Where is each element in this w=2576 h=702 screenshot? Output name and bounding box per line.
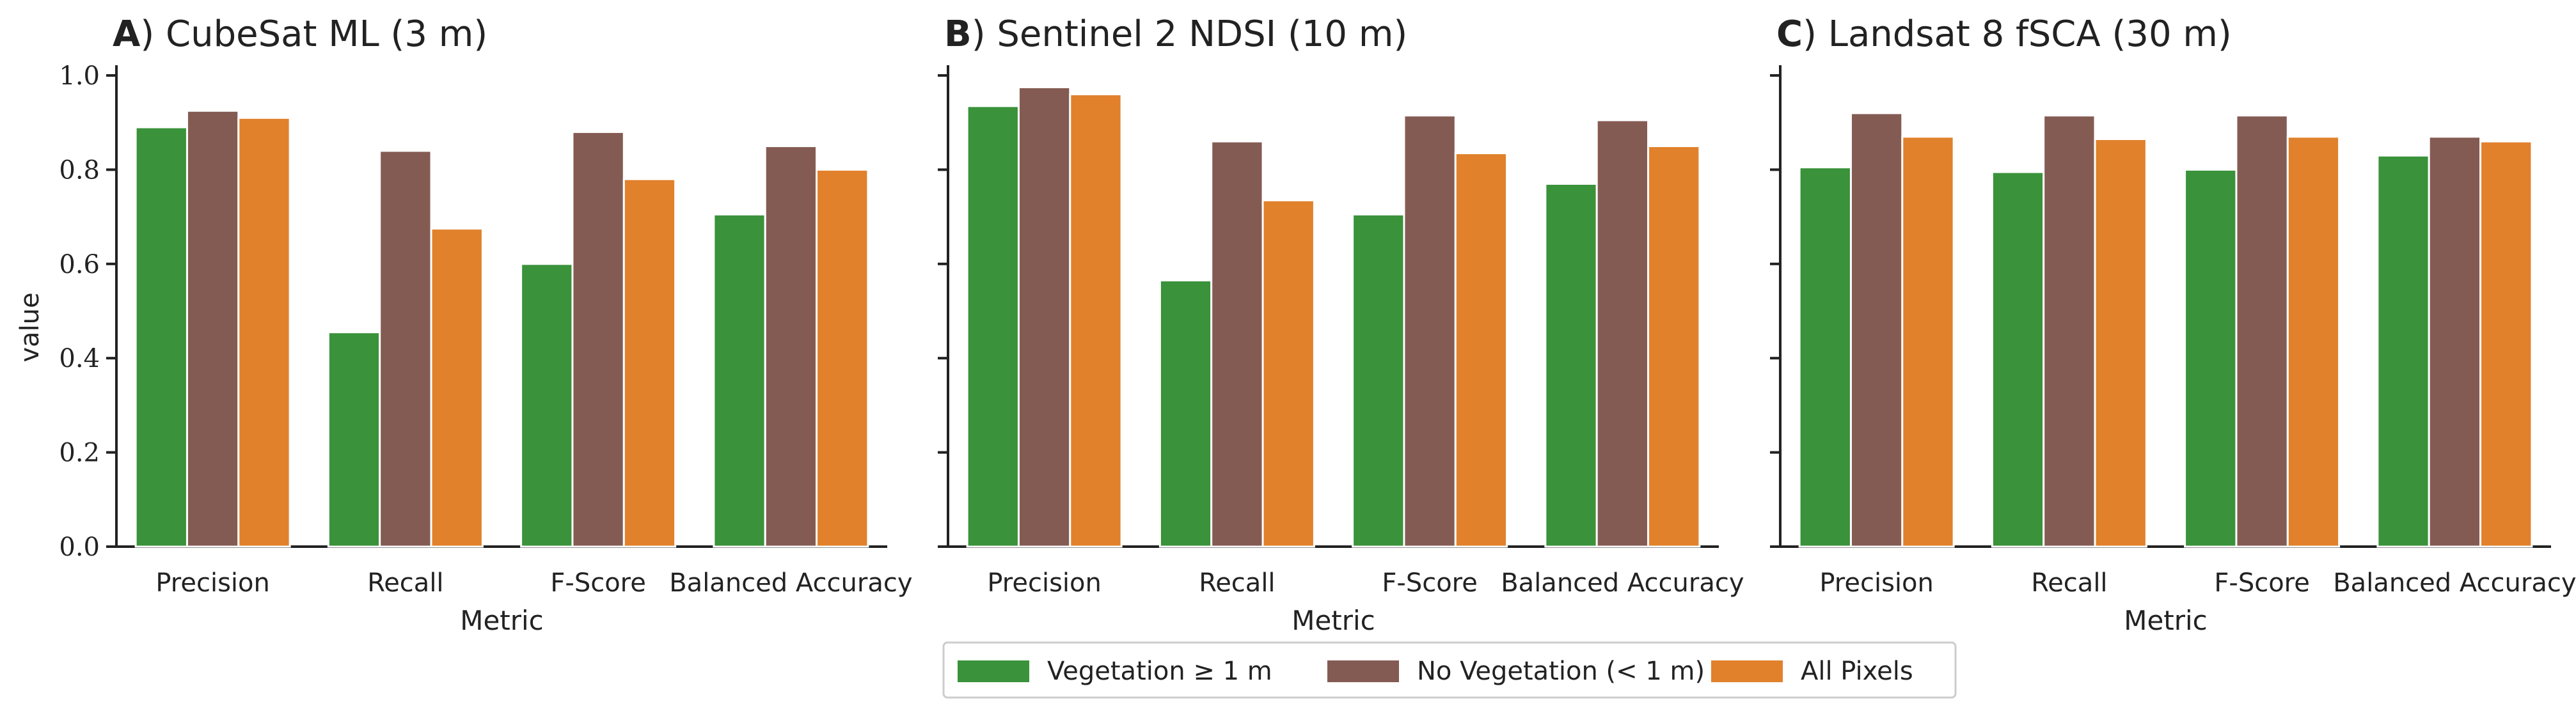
legend-label: All Pixels [1801, 657, 1913, 686]
bar [1544, 183, 1598, 548]
bar [1647, 145, 1701, 548]
legend-label: No Vegetation (< 1 m) [1417, 657, 1705, 686]
y-tick-label: 0.8 [59, 155, 100, 185]
bar [186, 109, 240, 548]
legend-swatch [1327, 660, 1399, 682]
y-tick-label: 0.2 [59, 439, 100, 468]
bar [1454, 152, 1508, 548]
legend: Vegetation ≥ 1 m No Vegetation (< 1 m) All… [942, 641, 1957, 699]
legend-frame [942, 641, 1957, 699]
bar [2286, 136, 2341, 548]
panel-title: A) CubeSat ML (3 m) [113, 13, 487, 55]
y-tick-label: 0.0 [59, 533, 100, 562]
bar [2376, 154, 2430, 548]
panel-letter: B [944, 13, 972, 55]
x-tick-label: Recall [367, 568, 443, 598]
bar [1798, 166, 1852, 548]
x-tick-label: Balanced Accuracy [1501, 568, 1744, 598]
panel-b: B) Sentinel 2 NDSI (10 m) Precision Recall… [938, 13, 1744, 636]
bar [1261, 199, 1315, 548]
x-axis-label: Metric [1292, 605, 1375, 636]
bar [134, 126, 188, 548]
bar [237, 116, 291, 548]
legend-swatch [1711, 660, 1783, 682]
panel-a: A) CubeSat ML (3 m) 0.0 0.2 0.4 0.6 0.8 1.0 Pre… [59, 13, 912, 636]
bar [2094, 137, 2147, 548]
y-tick-label: 0.4 [59, 344, 100, 373]
panel-title: B) Sentinel 2 NDSI (10 m) [944, 13, 1407, 55]
legend-label: Vegetation ≥ 1 m [1047, 657, 1272, 686]
bar [1901, 136, 1955, 548]
x-tick-label: F-Score [1382, 568, 1477, 598]
bar [520, 263, 574, 548]
x-axis-label: Metric [460, 605, 544, 636]
bar [430, 228, 484, 548]
bar [764, 145, 818, 548]
bar [1991, 171, 2045, 548]
panel-letter: A [113, 13, 141, 55]
bar [2479, 140, 2533, 548]
bar [1017, 86, 1071, 548]
panel-c: C) Landsat 8 fSCA (30 m) Precision Recall F… [1770, 13, 2576, 636]
bar [1210, 140, 1264, 548]
x-tick-label: F-Score [2214, 568, 2309, 598]
bar [816, 168, 869, 548]
panel-title-text: ) Sentinel 2 NDSI (10 m) [972, 13, 1408, 55]
bar [713, 213, 766, 548]
panel-title: C) Landsat 8 fSCA (30 m) [1776, 13, 2232, 55]
bar [1849, 112, 1904, 548]
panel-title-text: ) CubeSat ML (3 m) [140, 13, 487, 55]
legend-swatch [958, 660, 1029, 682]
bar [622, 178, 677, 548]
y-axis-label: value [15, 292, 45, 362]
bar [1069, 93, 1123, 548]
x-tick-label: Precision [1819, 568, 1933, 598]
panel-letter: C [1776, 13, 1803, 55]
x-tick-label: Balanced Accuracy [2333, 568, 2576, 598]
bar [2184, 168, 2238, 548]
bar [2235, 114, 2289, 548]
y-tick-label: 1.0 [59, 61, 100, 91]
bar [379, 150, 432, 548]
bar [1403, 114, 1457, 548]
bar [1595, 119, 1650, 548]
bar [966, 105, 1020, 548]
bar [1352, 213, 1405, 548]
x-tick-label: Balanced Accuracy [669, 568, 912, 598]
bar [1158, 279, 1213, 548]
bar [327, 331, 381, 548]
x-tick-label: Precision [987, 568, 1101, 598]
y-tick-label: 0.6 [59, 250, 100, 279]
panel-title-text: ) Landsat 8 fSCA (30 m) [1803, 13, 2232, 55]
bar [571, 130, 625, 548]
x-axis-label: Metric [2124, 605, 2208, 636]
bar [2043, 114, 2096, 548]
x-tick-label: Recall [1199, 568, 1275, 598]
x-tick-label: Precision [155, 568, 269, 598]
bar [2428, 136, 2482, 548]
x-tick-label: F-Score [550, 568, 645, 598]
x-tick-label: Recall [2031, 568, 2107, 598]
